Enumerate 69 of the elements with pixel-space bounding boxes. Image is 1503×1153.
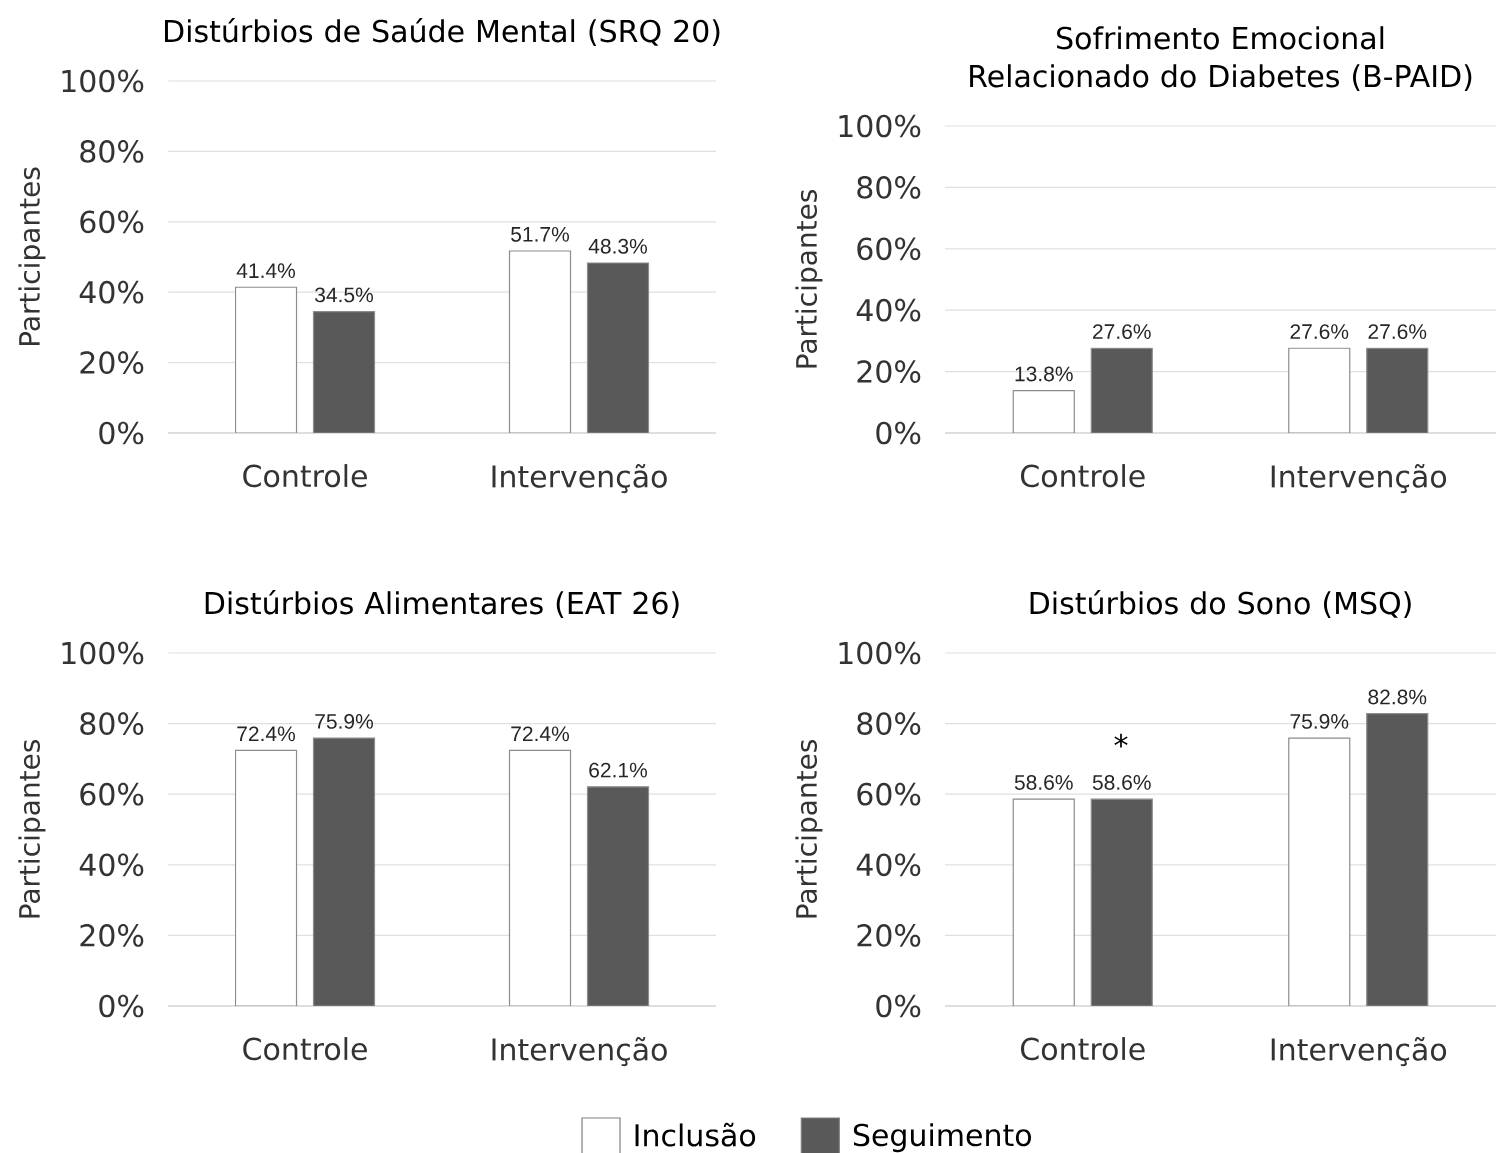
x-tick-label: Controle <box>243 1037 367 1061</box>
y-tick-label: 100% <box>839 641 921 665</box>
y-tick-label: 0% <box>876 421 921 445</box>
bar <box>586 262 650 433</box>
y-axis-title: Participantes <box>18 167 46 346</box>
bar <box>1012 798 1075 1006</box>
x-tick-label: Controle <box>243 464 367 488</box>
legend-label: Inclusão <box>635 1122 756 1147</box>
data-label: 41.4% <box>236 263 296 279</box>
y-tick-label: 60% <box>857 237 921 261</box>
data-label: 72.4% <box>511 726 570 742</box>
chart-title: Sofrimento Emocional Relacionado do Diabetes (B-PAID) <box>970 26 1472 91</box>
y-axis-title: Participantes <box>795 739 823 918</box>
data-label: 13.8% <box>1015 366 1073 382</box>
bar <box>234 749 298 1006</box>
y-tick-label: 60% <box>80 782 144 806</box>
y-tick-label: 0% <box>99 421 144 445</box>
y-tick-label: 100% <box>62 641 144 665</box>
y-tick-label: 40% <box>79 853 144 877</box>
bar <box>1090 798 1153 1006</box>
y-tick-label: 40% <box>79 280 144 304</box>
y-tick-label: 80% <box>80 140 144 163</box>
chart-title: Distúrbios do Sono (MSQ) <box>1030 589 1411 618</box>
y-tick-label: 40% <box>856 298 921 322</box>
x-tick-label: Intervenção <box>492 1037 667 1067</box>
y-tick-label: 40% <box>856 853 921 877</box>
data-label: 27.6% <box>1368 324 1427 340</box>
data-label: 27.6% <box>1290 324 1349 340</box>
x-tick-label: Intervenção <box>492 464 667 494</box>
data-label: 62.1% <box>589 762 648 778</box>
y-axis-title: Participantes <box>795 189 823 368</box>
bar <box>1366 713 1429 1006</box>
data-label: 72.4% <box>237 726 296 742</box>
x-tick-label: Controle <box>1021 464 1145 488</box>
x-tick-label: Controle <box>1021 1037 1145 1061</box>
bar <box>312 737 376 1006</box>
bar <box>586 786 650 1006</box>
annotation: * <box>1114 733 1128 748</box>
y-tick-label: 60% <box>857 782 921 806</box>
data-label: 75.9% <box>315 713 374 729</box>
y-tick-label: 80% <box>857 712 921 735</box>
y-tick-label: 100% <box>839 114 921 138</box>
y-tick-label: 20% <box>80 351 144 374</box>
data-label: 34.5% <box>315 287 374 303</box>
y-tick-label: 0% <box>99 994 144 1018</box>
y-tick-label: 20% <box>80 924 144 947</box>
y-tick-label: 20% <box>857 924 921 947</box>
data-label: 51.7% <box>511 226 570 242</box>
y-tick-label: 0% <box>876 994 921 1018</box>
bar <box>508 749 572 1006</box>
data-label: 48.3% <box>588 238 648 254</box>
data-label: 82.8% <box>1368 689 1427 705</box>
data-label: 75.9% <box>1290 713 1349 729</box>
data-label: 27.6% <box>1093 324 1151 340</box>
y-tick-label: 100% <box>62 69 144 93</box>
bar <box>312 310 376 433</box>
chart-title: Distúrbios de Saúde Mental (SRQ 20) <box>165 17 720 46</box>
y-tick-label: 20% <box>857 360 921 383</box>
data-label: 58.6% <box>1014 775 1073 790</box>
x-tick-label: Intervenção <box>1271 1037 1447 1067</box>
y-tick-label: 80% <box>857 176 921 199</box>
chart-title: Distúrbios Alimentares (EAT 26) <box>205 589 679 618</box>
y-axis-title: Participantes <box>18 739 46 918</box>
legend-label: Seguimento <box>853 1123 1031 1153</box>
y-tick-label: 80% <box>80 712 144 735</box>
data-label: 58.6% <box>1092 775 1151 790</box>
y-tick-label: 60% <box>80 210 144 234</box>
bar <box>1288 737 1351 1006</box>
x-tick-label: Intervenção <box>1271 464 1447 494</box>
